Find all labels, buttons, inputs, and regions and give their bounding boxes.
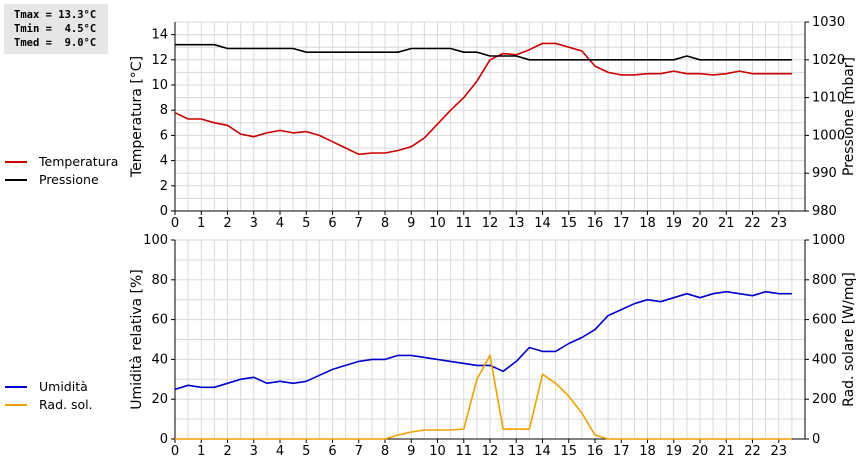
chart-panel-2: 0 1 2 3 4 5 6 7 8 9 10 11 12 13 14 15 16 17 18 19 20 21 22 2302…: [5, 233, 857, 459]
y-tick-label-left: 14: [151, 28, 168, 43]
x-tick-label: 17: [613, 444, 630, 459]
x-tick-label: 19: [665, 444, 682, 459]
x-tick-label: 23: [770, 216, 787, 231]
y-tick-label-left: 0: [160, 204, 168, 219]
x-tick-label: 9: [407, 444, 415, 459]
x-tick-label: 9: [407, 216, 415, 231]
legend-label: Temperatura: [38, 154, 118, 169]
x-tick-label: 5: [302, 444, 310, 459]
x-tick-label: 14: [534, 444, 551, 459]
x-tick-label: 4: [276, 444, 284, 459]
x-tick-label: 1: [197, 216, 205, 231]
x-tick-label: 18: [639, 216, 656, 231]
y-tick-label-right: 1020: [812, 53, 845, 68]
chart-panel-1: 0 1 2 3 4 5 6 7 8 9 10 11 12 13 14 15 16 17 18 19 20 21 22 2302…: [5, 15, 857, 231]
y-tick-label-left: 80: [151, 273, 168, 288]
y-tick-label-right: 1030: [812, 15, 845, 30]
x-tick-label: 20: [692, 444, 709, 459]
y-axis-title-left: Umidità relativa [%]: [129, 269, 145, 410]
y-tick-label-right: 1000: [812, 128, 845, 143]
y-tick-label-left: 10: [151, 78, 168, 93]
y-tick-label-right: 600: [812, 313, 837, 328]
legend-label: Pressione: [39, 172, 99, 187]
y-tick-label-right: 980: [812, 204, 837, 219]
y-tick-label-left: 4: [160, 154, 168, 169]
y-axis-title-right: Rad. solare [W/mq]: [841, 272, 857, 407]
series-line-1-1: [174, 42, 792, 156]
y-tick-label-left: 0: [160, 432, 168, 447]
x-tick-label: 20: [692, 216, 709, 231]
legend-label: Umidità: [39, 379, 88, 394]
x-tick-label: 1: [197, 444, 205, 459]
y-tick-label-left: 60: [151, 313, 168, 328]
x-tick-label: 19: [665, 216, 682, 231]
legend-label: Rad. sol.: [39, 397, 93, 412]
x-tick-label: 23: [770, 444, 787, 459]
y-tick-label-left: 20: [151, 392, 168, 407]
y-axis-title-left: Temperatura [°C]: [129, 56, 145, 178]
y-tick-label-right: 0: [812, 432, 820, 447]
y-tick-label-left: 100: [143, 233, 168, 248]
y-tick-label-left: 2: [160, 179, 168, 194]
x-tick-label: 13: [508, 444, 525, 459]
x-tick-label: 12: [482, 444, 499, 459]
tmed-text: Tmed = 9.0°C: [14, 37, 97, 49]
x-tick-label: 13: [508, 216, 525, 231]
y-tick-label-right: 1000: [812, 233, 845, 248]
x-tick-label: 7: [355, 444, 363, 459]
stats-box: Tmax = 13.3°C Tmin = 4.5°C Tmed = 9.0°C: [4, 4, 108, 54]
x-tick-label: 7: [355, 216, 363, 231]
x-tick-label: 2: [223, 216, 231, 231]
x-tick-label: 17: [613, 216, 630, 231]
x-tick-label: 6: [328, 444, 336, 459]
y-tick-label-left: 8: [160, 103, 168, 118]
x-tick-label: 11: [455, 444, 472, 459]
x-tick-label: 3: [250, 216, 258, 231]
x-tick-label: 3: [250, 444, 258, 459]
y-axis-title-right: Pressione [mbar]: [841, 57, 857, 176]
x-tick-label: 5: [302, 216, 310, 231]
x-tick-label: 0: [171, 444, 179, 459]
x-tick-label: 6: [328, 216, 336, 231]
y-tick-label-left: 6: [160, 128, 168, 143]
x-tick-label: 12: [482, 216, 499, 231]
x-tick-label: 15: [560, 216, 577, 231]
y-tick-label-right: 200: [812, 392, 837, 407]
tmin-text: Tmin = 4.5°C: [14, 23, 97, 35]
y-tick-label-right: 1010: [812, 91, 845, 106]
x-tick-label: 15: [560, 444, 577, 459]
series-line-1-2: [175, 43, 792, 61]
x-tick-label: 10: [429, 216, 446, 231]
x-tick-label: 16: [587, 444, 604, 459]
x-tick-label: 0: [171, 216, 179, 231]
x-tick-label: 2: [223, 444, 231, 459]
x-tick-label: 21: [718, 216, 735, 231]
y-tick-label-right: 990: [812, 166, 837, 181]
tmax-text: Tmax = 13.3°C: [14, 9, 97, 21]
y-tick-label-right: 800: [812, 273, 837, 288]
x-tick-label: 22: [744, 444, 761, 459]
y-tick-label-left: 12: [151, 53, 168, 68]
x-tick-label: 11: [455, 216, 472, 231]
x-tick-label: 18: [639, 444, 656, 459]
x-tick-label: 8: [381, 444, 389, 459]
series-line-2-2: [175, 354, 792, 440]
y-tick-label-right: 400: [812, 352, 837, 367]
x-tick-label: 16: [587, 216, 604, 231]
x-tick-label: 10: [429, 444, 446, 459]
x-tick-label: 4: [276, 216, 284, 231]
x-tick-label: 8: [381, 216, 389, 231]
y-tick-label-left: 40: [151, 352, 168, 367]
series-line-2-1: [174, 290, 792, 391]
x-tick-label: 22: [744, 216, 761, 231]
x-tick-label: 21: [718, 444, 735, 459]
x-tick-label: 14: [534, 216, 551, 231]
